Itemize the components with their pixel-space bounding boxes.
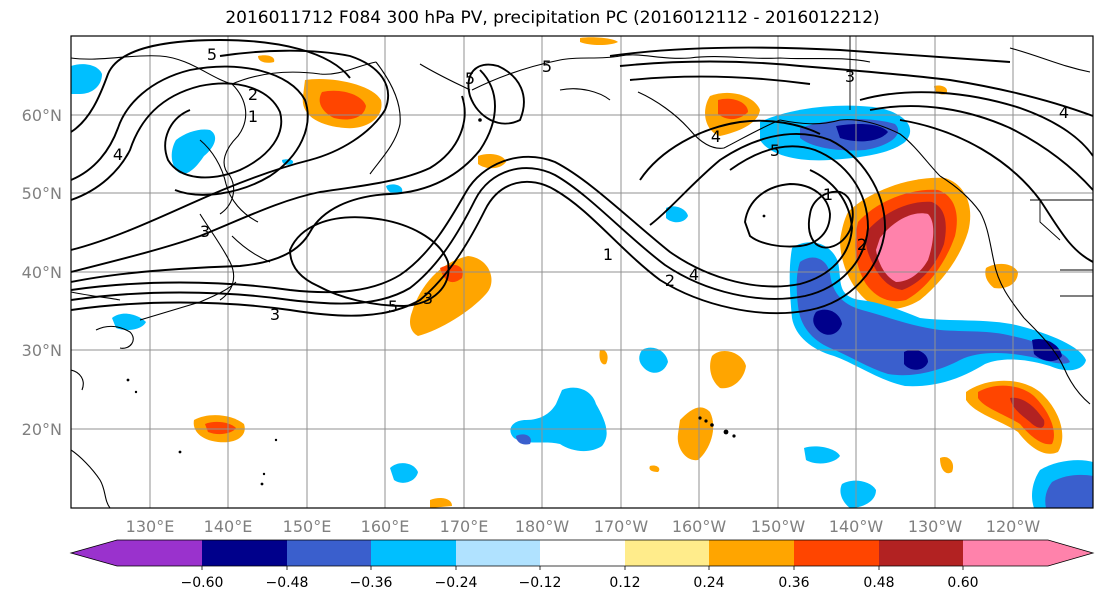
colorbar-extend-min [71,540,117,566]
lat-label: 60°N [22,106,62,125]
contour-labels: 5 2 1 4 3 5 3 1 2 4 5 1 3 4 5 3 2 4 5 [113,45,1069,324]
pv-contours [71,39,1093,317]
lon-label: 120°W [986,517,1041,536]
colorbar-tick-label: −0.24 [435,575,478,591]
contour-label: 4 [113,145,123,164]
colorbar-swatch [456,540,540,566]
colorbar-swatch [963,540,1048,566]
contour-label: 1 [248,107,258,126]
colorbar-tick-label: −0.36 [350,575,393,591]
contour-label: 2 [857,235,867,254]
contour-label: 2 [665,271,675,290]
islands [126,118,766,486]
coastlines [71,47,1091,508]
lon-label: 160°E [361,517,410,536]
contour-label: 4 [1059,103,1069,122]
colorbar-tick-label: 0.24 [693,575,724,591]
colorbar-swatch [625,540,709,566]
contour-label: 5 [207,45,217,64]
contour-label: 5 [542,57,552,76]
colorbar-swatch [709,540,794,566]
colorbar-tick-label: 0.60 [947,575,978,591]
latitude-labels: 60°N 50°N 40°N 30°N 20°N [22,106,62,439]
lat-label: 50°N [22,184,62,203]
contour-label: 4 [689,265,699,284]
colorbar-tick-label: −0.12 [519,575,562,591]
lon-label: 150°E [283,517,332,536]
map-frame [70,35,1094,509]
contour-label: 4 [711,127,721,146]
contour-label: 3 [200,222,210,241]
contour-label: 2 [248,85,258,104]
colorbar-swatch [540,540,625,566]
contour-label: 3 [845,67,855,86]
contour-label: 1 [823,185,833,204]
longitude-labels: 130°E 140°E 150°E 160°E 170°E 180°W 170°… [126,517,1041,536]
positive-anomaly-shading [193,37,1063,508]
contour-label: 5 [388,297,398,316]
colorbar-tick-label: 0.12 [609,575,640,591]
contour-label: 1 [603,245,613,264]
lon-label: 140°E [204,517,253,536]
figure-title: 2016011712 F084 300 hPa PV, precipitatio… [225,8,880,28]
colorbar-tick-label: 0.36 [778,575,809,591]
lon-label: 180°W [515,517,570,536]
colorbar-swatch [287,540,371,566]
contour-label: 5 [465,69,475,88]
lat-label: 30°N [22,341,62,360]
colorbar-swatch [371,540,456,566]
colorbar-tick-label: 0.48 [863,575,894,591]
lon-label: 140°W [829,517,884,536]
colorbar-tick-label: −0.48 [266,575,309,591]
colorbar-swatch [202,540,287,566]
lat-label: 40°N [22,263,62,282]
lat-label: 20°N [22,420,62,439]
lon-label: 130°E [126,517,175,536]
lon-label: 160°W [672,517,727,536]
borders [849,36,1093,297]
lon-label: 170°E [440,517,489,536]
colorbar-swatch [879,540,963,566]
contour-label: 3 [423,289,433,308]
colorbar-swatch [117,540,202,566]
colorbar-ticks [201,566,964,570]
map-panel: 5 2 1 4 3 5 3 1 2 4 5 1 3 4 5 3 2 4 5 [70,35,1094,509]
colorbar-swatch [794,540,879,566]
colorbar: −0.60 −0.48 −0.36 −0.24 −0.12 0.12 0.24 … [69,539,1095,591]
contour-label: 3 [270,305,280,324]
colorbar-extend-max [1048,540,1093,566]
colorbar-outline [69,539,1095,567]
contour-label: 5 [770,141,780,160]
precip-shading [71,37,1093,508]
colorbar-tick-label: −0.60 [181,575,224,591]
lon-label: 150°W [751,517,806,536]
lon-label: 170°W [594,517,649,536]
lon-label: 130°W [908,517,963,536]
